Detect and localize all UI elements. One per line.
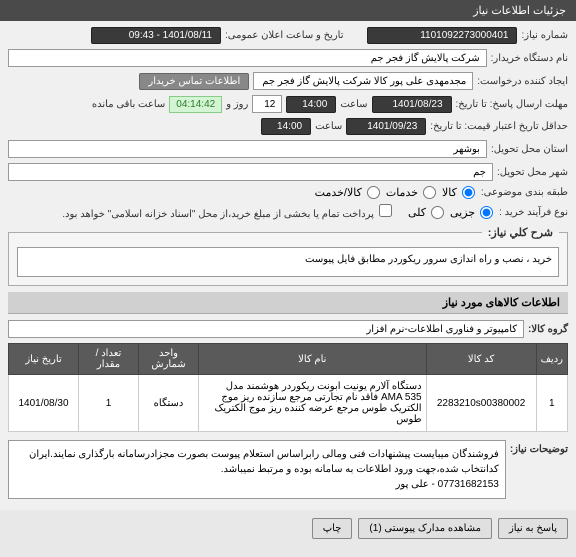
radio-partial-group: جزیی xyxy=(450,206,495,219)
reply-button[interactable]: پاسخ به نیاز xyxy=(498,518,568,539)
radio-full-group: کلی xyxy=(408,206,446,219)
notes-label: توضیحات نیاز: xyxy=(510,440,568,455)
radio-kala-group: کالا xyxy=(442,186,477,199)
radio-kala-label: کالا xyxy=(442,186,457,199)
province-label: استان محل تحویل: xyxy=(491,144,568,155)
requester-value: مجدمهدی علی پور کالا شرکت پالایش گاز فجر… xyxy=(253,72,473,90)
time-remaining: 04:14:42 xyxy=(169,96,222,113)
table-header-row: ردیف کد کالا نام کالا واحد شمارش تعداد /… xyxy=(9,344,568,375)
validity-label: حداقل تاریخ اعتبار قیمت: تا تاریخ: xyxy=(430,121,568,132)
items-table: ردیف کد کالا نام کالا واحد شمارش تعداد /… xyxy=(8,343,568,432)
cell-unit: دستگاه xyxy=(139,375,199,432)
items-section-header: اطلاعات کالاهای مورد نیاز xyxy=(8,292,568,314)
time-label-2: ساعت xyxy=(315,121,342,132)
time-label-1: ساعت xyxy=(340,99,367,110)
th-date: تاریخ نیاز xyxy=(9,344,79,375)
announce-date-label: تاریخ و ساعت اعلان عمومی: xyxy=(225,30,344,41)
payment-checkbox[interactable] xyxy=(379,204,392,217)
need-number-label: شماره نیاز: xyxy=(521,30,568,41)
th-unit: واحد شمارش xyxy=(139,344,199,375)
response-time: 14:00 xyxy=(286,96,336,113)
table-row[interactable]: 1 2283210s00380002 دستگاه آلارم یونیت اب… xyxy=(9,375,568,432)
response-date: 1401/08/23 xyxy=(372,96,452,113)
main-form: شماره نیاز: 1101092273000401 تاریخ و ساع… xyxy=(0,21,576,510)
print-button[interactable]: چاپ xyxy=(312,518,353,539)
day-label: روز و xyxy=(226,99,248,110)
remain-label: ساعت باقی مانده xyxy=(92,99,165,110)
days-remaining: 12 xyxy=(252,95,282,113)
radio-full[interactable] xyxy=(431,206,444,219)
bottom-button-bar: پاسخ به نیاز مشاهده مدارک پیوستی (1) چاپ xyxy=(0,510,576,547)
payment-checkbox-group: پرداخت تمام یا بخشی از مبلغ خرید،از محل … xyxy=(62,204,394,220)
radio-kala-khadamat[interactable] xyxy=(367,186,380,199)
payment-note: پرداخت تمام یا بخشی از مبلغ خرید،از محل … xyxy=(62,209,374,220)
notes-text: فروشندگان میبایست پیشنهادات فنی ومالی را… xyxy=(15,447,499,477)
radio-kala[interactable] xyxy=(462,186,475,199)
requester-label: ایجاد کننده درخواست: xyxy=(477,76,568,87)
notes-contact: 07731682153 - علی پور xyxy=(15,477,499,492)
radio-kala-khadamat-group: کالا/خدمت xyxy=(315,186,382,199)
contact-info-button[interactable]: اطلاعات تماس خریدار xyxy=(139,73,249,90)
response-deadline-label: مهلت ارسال پاسخ: تا تاریخ: xyxy=(456,99,568,110)
group-value: کامپیوتر و فناوری اطلاعات-نرم افزار xyxy=(8,320,524,338)
cell-date: 1401/08/30 xyxy=(9,375,79,432)
group-label: گروه کالا: xyxy=(528,324,568,335)
validity-time: 14:00 xyxy=(261,118,311,135)
announce-date-value: 1401/08/11 - 09:43 xyxy=(91,27,221,44)
cell-name: دستگاه آلارم یونیت ابونت ریکوردر هوشمند … xyxy=(199,375,427,432)
description-legend: شرح کلي نياز: xyxy=(482,226,559,239)
cell-code: 2283210s00380002 xyxy=(426,375,536,432)
radio-khadamat-label: خدمات xyxy=(386,186,418,199)
th-qty: تعداد / مقدار xyxy=(79,344,139,375)
radio-khadamat[interactable] xyxy=(423,186,436,199)
radio-kala-khadamat-label: کالا/خدمت xyxy=(315,186,362,199)
notes-box: فروشندگان میبایست پیشنهادات فنی ومالی را… xyxy=(8,440,506,499)
province-value: بوشهر xyxy=(8,140,487,158)
th-row: ردیف xyxy=(536,344,567,375)
radio-partial-label: جزیی xyxy=(450,206,475,219)
radio-partial[interactable] xyxy=(480,206,493,219)
buyer-value: شرکت پالایش گاز فجر جم xyxy=(8,49,487,67)
th-code: کد کالا xyxy=(426,344,536,375)
need-number-value: 1101092273000401 xyxy=(367,27,517,44)
description-text: خرید ، نصب و راه اندازی سرور ریکوردر مطا… xyxy=(17,247,559,277)
city-value: جم xyxy=(8,163,493,181)
cell-rownum: 1 xyxy=(536,375,567,432)
city-label: شهر محل تحویل: xyxy=(497,167,568,178)
buyer-label: نام دستگاه خریدار: xyxy=(491,53,568,64)
radio-khadamat-group: خدمات xyxy=(386,186,438,199)
cell-qty: 1 xyxy=(79,375,139,432)
validity-date: 1401/09/23 xyxy=(346,118,426,135)
radio-full-label: کلی xyxy=(408,206,426,219)
attachments-button[interactable]: مشاهده مدارک پیوستی (1) xyxy=(358,518,492,539)
panel-title: جزئیات اطلاعات نیاز xyxy=(473,5,566,17)
th-name: نام کالا xyxy=(199,344,427,375)
description-fieldset: شرح کلي نياز: خرید ، نصب و راه اندازی سر… xyxy=(8,226,568,286)
process-type-label: نوع فرآیند خرید : xyxy=(499,207,568,218)
panel-header: جزئیات اطلاعات نیاز xyxy=(0,0,576,21)
subject-type-label: طبقه بندی موضوعی: xyxy=(481,187,568,198)
